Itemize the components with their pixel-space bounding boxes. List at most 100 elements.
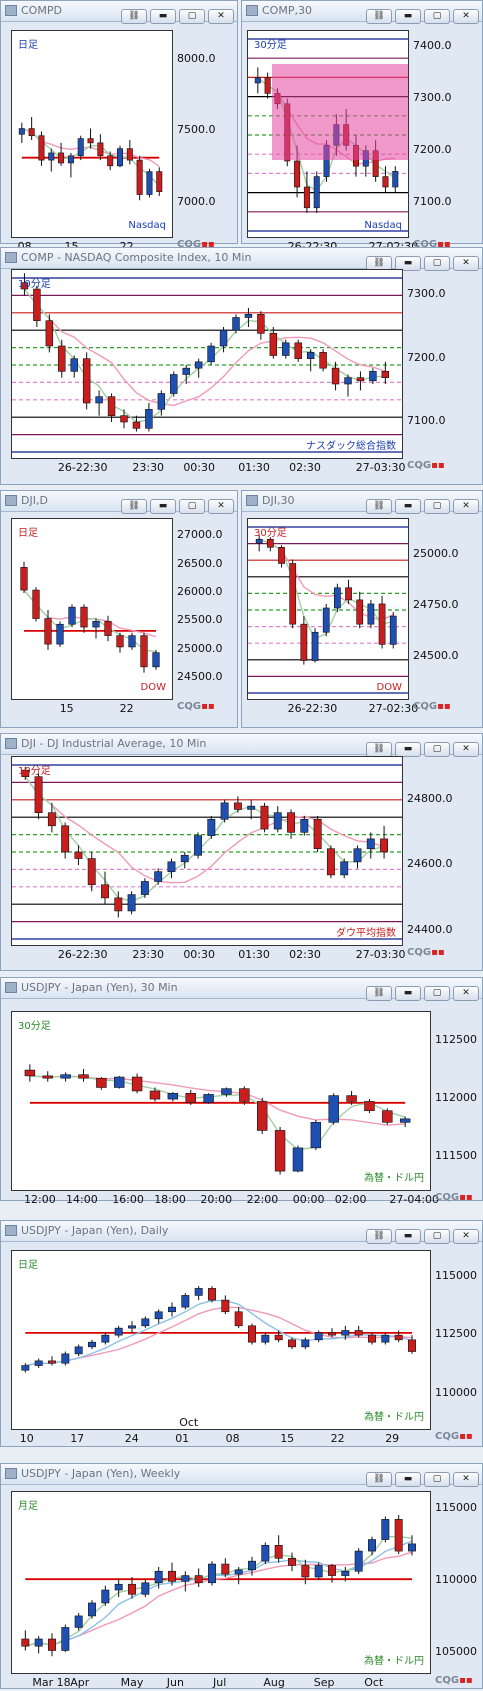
minimize-button[interactable]: ▬ (395, 742, 421, 757)
close-button[interactable]: ✕ (208, 499, 234, 514)
title-bar[interactable]: COMP,30 ⛓ ▬ ▢ ✕ (242, 1, 482, 24)
candle (58, 339, 66, 378)
y-tick-label: 8000.0 (177, 51, 216, 65)
candle (20, 273, 29, 296)
link-button[interactable]: ⛓ (366, 742, 392, 757)
candle (389, 612, 397, 649)
candle-body (221, 1299, 230, 1313)
candle (194, 358, 203, 378)
link-button[interactable]: ⛓ (366, 1472, 392, 1487)
x-tick-label: 22 (119, 702, 134, 715)
close-button[interactable]: ✕ (453, 1229, 479, 1244)
highlight-zone (272, 64, 408, 160)
candlestick-chart (21, 1286, 416, 1373)
link-button[interactable]: ⛓ (366, 499, 392, 514)
candle (394, 1330, 403, 1343)
window-title: DJI,D (21, 494, 48, 507)
maximize-button[interactable]: ▢ (179, 9, 205, 24)
candle-body (310, 1122, 322, 1149)
candle (61, 1624, 70, 1652)
candle (367, 599, 375, 629)
minimize-button[interactable]: ▬ (395, 986, 421, 1001)
maximize-button[interactable]: ▢ (424, 986, 450, 1001)
candle-body (180, 854, 189, 863)
title-bar[interactable]: DJI - DJ Industrial Average, 10 Min ⛓ ▬ ▢ ✕ (1, 734, 482, 757)
candle-body (341, 1570, 350, 1576)
plot-area[interactable]: 10分足 ダウ平均指数 (11, 756, 403, 946)
plot-area[interactable]: 日足 DOW (11, 518, 173, 700)
title-bar[interactable]: COMP - NASDAQ Composite Index, 10 Min ⛓ ▬ ▢… (1, 248, 482, 271)
plot-area[interactable]: 30分足 DOW (247, 518, 409, 700)
link-button[interactable]: ⛓ (366, 9, 392, 24)
maximize-button[interactable]: ▢ (424, 499, 450, 514)
link-button[interactable]: ⛓ (366, 986, 392, 1001)
title-bar[interactable]: USDJPY - Japan (Yen), Weekly ⛓ ▬ ▢ ✕ (1, 1464, 482, 1487)
candle-body (20, 567, 28, 591)
x-tick-label: 00:00 (292, 1193, 325, 1206)
candle (33, 285, 41, 327)
plot-area[interactable]: 30分足 Nasdaq (247, 30, 409, 238)
candle (232, 314, 240, 334)
candle (364, 1099, 375, 1114)
title-bar[interactable]: DJI,30 ⛓ ▬ ▢ ✕ (242, 491, 482, 514)
candle (18, 122, 25, 143)
plot-area[interactable]: 日足 Nasdaq (11, 30, 173, 238)
plot-area[interactable]: 10分足 ナスダック総合指数 (11, 269, 403, 459)
cqg-logo: CQG▪▪ (435, 1192, 473, 1203)
maximize-button[interactable]: ▢ (424, 1229, 450, 1244)
minimize-button[interactable]: ▬ (395, 1229, 421, 1244)
x-tick-label: 00:30 (183, 948, 216, 961)
minimize-button[interactable]: ▬ (395, 499, 421, 514)
candle-body (326, 848, 335, 876)
maximize-button[interactable]: ▢ (179, 499, 205, 514)
plot-area[interactable]: 30分足 為替・ドル円 (11, 1011, 431, 1191)
candle (369, 368, 377, 384)
minimize-button[interactable]: ▬ (395, 256, 421, 271)
maximize-button[interactable]: ▢ (424, 256, 450, 271)
candle (131, 1073, 143, 1094)
minimize-button[interactable]: ▬ (150, 499, 176, 514)
candle (294, 339, 302, 362)
y-tick-label: 112500 (435, 1327, 477, 1341)
maximize-button[interactable]: ▢ (424, 1472, 450, 1487)
minimize-button[interactable]: ▬ (150, 9, 176, 24)
plot-area[interactable]: 日足 為替・ドル円 (11, 1250, 431, 1430)
title-bar[interactable]: DJI,D ⛓ ▬ ▢ ✕ (1, 491, 237, 514)
candle-body (392, 171, 399, 188)
candle-body (314, 1565, 323, 1578)
minimize-button[interactable]: ▬ (395, 1472, 421, 1487)
minimize-button[interactable]: ▬ (395, 9, 421, 24)
link-button[interactable]: ⛓ (366, 1229, 392, 1244)
close-button[interactable]: ✕ (453, 9, 479, 24)
title-bar[interactable]: COMPD ⛓ ▬ ▢ ✕ (1, 1, 237, 24)
close-button[interactable]: ✕ (208, 9, 234, 24)
link-button[interactable]: ⛓ (121, 499, 147, 514)
close-button[interactable]: ✕ (453, 499, 479, 514)
close-button[interactable]: ✕ (453, 256, 479, 271)
candle-body (264, 77, 271, 94)
maximize-button[interactable]: ▢ (424, 9, 450, 24)
candle (44, 610, 52, 650)
instrument-label: DOW (376, 682, 402, 693)
x-tick-label: 15 (59, 702, 74, 715)
candle-body (261, 1545, 270, 1562)
candle (140, 632, 148, 673)
close-button[interactable]: ✕ (453, 742, 479, 757)
candle-body (61, 825, 70, 853)
candle-body (141, 1582, 150, 1595)
candle (219, 327, 228, 353)
plot-area[interactable]: 月足 為替・ドル円 (11, 1491, 431, 1674)
candle-body (239, 1088, 250, 1102)
maximize-button[interactable]: ▢ (424, 742, 450, 757)
link-button[interactable]: ⛓ (121, 9, 147, 24)
candle-body (340, 861, 349, 876)
link-button[interactable]: ⛓ (366, 256, 392, 271)
title-bar[interactable]: USDJPY - Japan (Yen), 30 Min ⛓ ▬ ▢ ✕ (1, 978, 482, 1001)
title-bar[interactable]: USDJPY - Japan (Yen), Daily ⛓ ▬ ▢ ✕ (1, 1221, 482, 1244)
close-button[interactable]: ✕ (453, 1472, 479, 1487)
candle (254, 67, 261, 94)
candle-body (294, 160, 301, 188)
candle-body (38, 135, 45, 161)
x-tick-label: 23:30 (132, 461, 165, 474)
close-button[interactable]: ✕ (453, 986, 479, 1001)
